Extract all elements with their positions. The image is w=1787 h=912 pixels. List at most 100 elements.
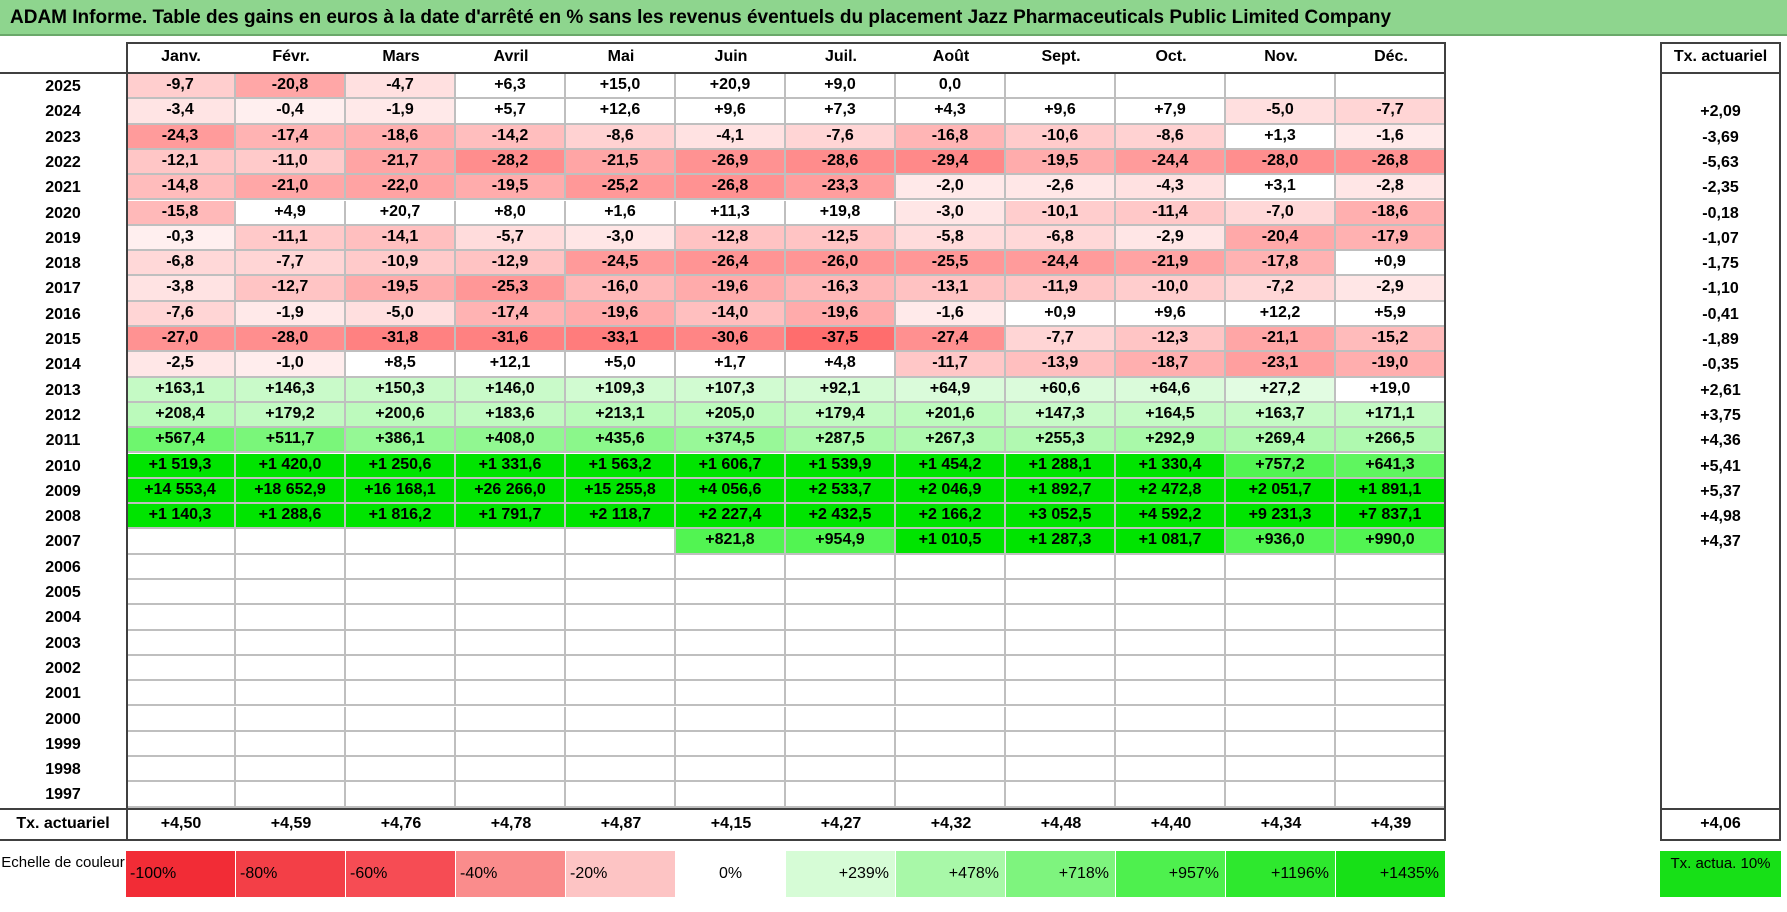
table-cell[interactable]: -0,4 [236, 99, 346, 125]
table-cell[interactable]: -17,4 [456, 301, 566, 327]
table-cell[interactable]: +7 837,1 [1336, 504, 1446, 530]
table-cell[interactable]: +9,6 [676, 99, 786, 125]
table-cell[interactable]: -8,6 [1116, 124, 1226, 150]
table-cell[interactable]: +2 051,7 [1226, 478, 1336, 505]
table-cell[interactable]: +200,6 [346, 402, 456, 429]
table-cell[interactable] [126, 681, 236, 707]
table-cell[interactable]: -26,8 [1336, 149, 1446, 176]
table-cell[interactable]: -14,2 [456, 124, 566, 150]
table-cell[interactable]: +8,5 [346, 352, 456, 378]
table-cell[interactable] [566, 580, 676, 606]
table-cell[interactable]: -7,6 [126, 301, 236, 327]
table-cell[interactable] [456, 757, 566, 783]
table-cell[interactable] [1116, 782, 1226, 808]
table-cell[interactable] [456, 681, 566, 707]
table-cell[interactable] [346, 554, 456, 580]
table-cell[interactable]: +1 288,1 [1006, 453, 1116, 479]
table-cell[interactable] [346, 605, 456, 631]
table-cell[interactable] [1336, 630, 1446, 656]
table-cell[interactable] [786, 655, 896, 682]
table-cell[interactable]: -1,0 [236, 352, 346, 378]
table-cell[interactable] [126, 782, 236, 808]
table-cell[interactable] [236, 630, 346, 656]
table-cell[interactable] [1336, 655, 1446, 682]
table-cell[interactable]: +208,4 [126, 402, 236, 429]
table-cell[interactable] [1006, 630, 1116, 656]
table-cell[interactable]: +109,3 [566, 377, 676, 403]
table-cell[interactable] [566, 731, 676, 758]
table-cell[interactable] [346, 731, 456, 758]
table-cell[interactable] [1226, 731, 1336, 758]
table-cell[interactable] [1116, 706, 1226, 732]
table-cell[interactable]: +107,3 [676, 377, 786, 403]
table-cell[interactable] [126, 529, 236, 555]
table-cell[interactable] [566, 655, 676, 682]
table-cell[interactable] [896, 580, 1006, 606]
table-cell[interactable]: -9,7 [126, 74, 236, 100]
table-cell[interactable]: +287,5 [786, 428, 896, 454]
table-cell[interactable]: -19,5 [1006, 149, 1116, 176]
table-cell[interactable]: -20,4 [1226, 225, 1336, 252]
table-cell[interactable]: -33,1 [566, 327, 676, 353]
table-cell[interactable]: -7,7 [236, 251, 346, 277]
table-cell[interactable]: -7,7 [1006, 327, 1116, 353]
table-cell[interactable] [676, 605, 786, 631]
table-cell[interactable]: +4 592,2 [1116, 504, 1226, 530]
table-cell[interactable] [676, 706, 786, 732]
table-cell[interactable]: +435,6 [566, 428, 676, 454]
table-cell[interactable] [676, 580, 786, 606]
table-cell[interactable]: -2,5 [126, 352, 236, 378]
table-cell[interactable] [896, 655, 1006, 682]
table-cell[interactable] [1006, 580, 1116, 606]
table-cell[interactable]: +9,6 [1116, 301, 1226, 327]
table-cell[interactable]: +9,0 [786, 74, 896, 100]
table-cell[interactable]: -3,4 [126, 99, 236, 125]
table-cell[interactable]: -12,7 [236, 276, 346, 302]
table-cell[interactable]: -29,4 [896, 149, 1006, 176]
table-cell[interactable]: -5,7 [456, 225, 566, 252]
table-cell[interactable] [456, 580, 566, 606]
table-cell[interactable]: +266,5 [1336, 428, 1446, 454]
table-cell[interactable]: -27,4 [896, 327, 1006, 353]
table-cell[interactable]: -12,9 [456, 251, 566, 277]
table-cell[interactable]: +4,3 [896, 99, 1006, 125]
table-cell[interactable]: +269,4 [1226, 428, 1336, 454]
table-cell[interactable]: +16 168,1 [346, 478, 456, 505]
table-cell[interactable] [566, 554, 676, 580]
table-cell[interactable] [1006, 681, 1116, 707]
table-cell[interactable]: +92,1 [786, 377, 896, 403]
table-cell[interactable]: +64,6 [1116, 377, 1226, 403]
table-cell[interactable]: +3 052,5 [1006, 504, 1116, 530]
table-cell[interactable]: -11,9 [1006, 276, 1116, 302]
table-cell[interactable]: +150,3 [346, 377, 456, 403]
table-cell[interactable]: +511,7 [236, 428, 346, 454]
table-cell[interactable]: -12,3 [1116, 327, 1226, 353]
table-cell[interactable] [126, 630, 236, 656]
table-cell[interactable]: -4,1 [676, 124, 786, 150]
table-cell[interactable]: +18 652,9 [236, 478, 346, 505]
table-cell[interactable] [786, 681, 896, 707]
table-cell[interactable]: +1 519,3 [126, 453, 236, 479]
table-cell[interactable]: -25,5 [896, 251, 1006, 277]
table-cell[interactable]: -16,8 [896, 124, 1006, 150]
table-cell[interactable]: -19,6 [566, 301, 676, 327]
table-cell[interactable]: -11,1 [236, 225, 346, 252]
table-cell[interactable] [1336, 605, 1446, 631]
table-cell[interactable] [896, 757, 1006, 783]
table-cell[interactable]: -11,0 [236, 149, 346, 176]
table-cell[interactable]: +386,1 [346, 428, 456, 454]
table-cell[interactable]: -19,0 [1336, 352, 1446, 378]
table-cell[interactable] [236, 655, 346, 682]
table-cell[interactable]: -23,3 [786, 175, 896, 201]
table-cell[interactable] [456, 554, 566, 580]
table-cell[interactable]: -26,9 [676, 149, 786, 176]
table-cell[interactable]: +5,7 [456, 99, 566, 125]
table-cell[interactable] [236, 681, 346, 707]
table-cell[interactable]: +936,0 [1226, 529, 1336, 555]
table-cell[interactable]: +20,7 [346, 200, 456, 226]
table-cell[interactable]: +4,8 [786, 352, 896, 378]
table-cell[interactable] [1336, 681, 1446, 707]
table-cell[interactable]: +146,3 [236, 377, 346, 403]
table-cell[interactable]: +1,7 [676, 352, 786, 378]
table-cell[interactable]: +6,3 [456, 74, 566, 100]
